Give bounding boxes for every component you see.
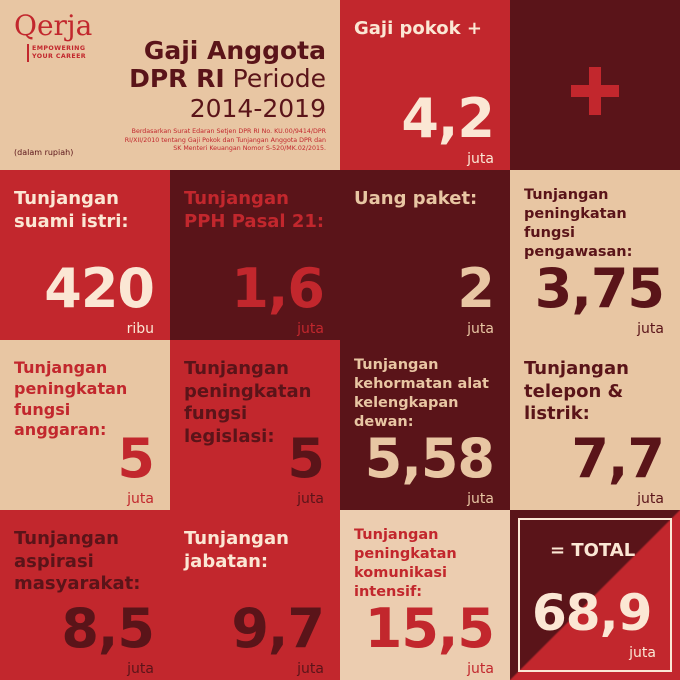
tagline-line-1: EMPOWERING — [32, 45, 86, 52]
tile-plus — [510, 0, 680, 170]
tile-uang-paket: Uang paket: 2 juta — [340, 170, 510, 340]
tile-unit: ribu — [126, 321, 154, 337]
tile-unit: juta — [127, 661, 154, 677]
tile-unit: juta — [127, 491, 154, 507]
tile-anggaran: Tunjangan peningkatan fungsi anggaran: 5… — [0, 340, 170, 510]
tile-value: 5 — [287, 427, 325, 490]
tile-komunikasi: Tunjangan peningkatan komunikasi intensi… — [340, 510, 510, 680]
tile-label: Uang paket: — [354, 188, 478, 209]
qerja-logo: Qerja — [14, 9, 93, 42]
tile-unit: juta — [467, 491, 494, 507]
tile-kehormatan: Tunjangan kehormatan alat kelengkapan de… — [340, 340, 510, 510]
title-line-1: Gaji Anggota — [143, 36, 326, 65]
total-value: 68,9 — [532, 584, 652, 642]
tile-value: 5 — [117, 427, 155, 490]
tile-label: Tunjangan suami istri: — [14, 188, 129, 232]
tile-value: 1,6 — [231, 257, 325, 320]
total-unit: juta — [629, 645, 656, 661]
tile-label: Tunjangan aspirasi masyarakat: — [14, 528, 141, 594]
total-label: = TOTAL — [550, 540, 636, 561]
total-frame — [518, 518, 672, 672]
tile-value: 5,58 — [364, 427, 495, 490]
tile-label: Tunjangan peningkatan fungsi anggaran: — [14, 358, 128, 440]
tile-unit: juta — [297, 321, 324, 337]
title-line-2: DPR RI Periode — [129, 66, 326, 91]
tile-pengawasan: Tunjangan peningkatan fungsi pengawasan:… — [510, 170, 680, 340]
tile-legislasi: Tunjangan peningkatan fungsi legislasi: … — [170, 340, 340, 510]
tile-unit: juta — [467, 661, 494, 677]
tile-value: 8,5 — [61, 597, 155, 660]
title-line-3: 2014-2019 — [189, 94, 326, 123]
tile-value: 2 — [457, 257, 495, 320]
total-diagonal-bg — [510, 510, 680, 680]
tile-label: Tunjangan peningkatan fungsi legislasi: — [184, 358, 312, 447]
tile-value: 15,5 — [364, 597, 495, 660]
tile-value: 3,75 — [534, 257, 665, 320]
tile-label: Gaji pokok + — [354, 18, 482, 39]
tile-label: Tunjangan peningkatan komunikasi intensi… — [354, 527, 457, 601]
tile-value: 9,7 — [231, 597, 325, 660]
logo-tagline: EMPOWERING YOUR CAREER — [32, 45, 112, 61]
tile-label: Tunjangan peningkatan fungsi pengawasan: — [524, 187, 633, 261]
tile-unit: juta — [637, 491, 664, 507]
tile-pph: Tunjangan PPH Pasal 21: 1,6 juta — [170, 170, 340, 340]
currency-note: (dalam rupiah) — [14, 148, 74, 157]
plus-icon — [571, 67, 619, 115]
tile-value: 420 — [44, 257, 155, 320]
title-dpr: DPR RI — [129, 64, 225, 93]
header-tile: Qerja EMPOWERING YOUR CAREER Gaji Anggot… — [0, 0, 340, 170]
tile-value: 4,2 — [401, 87, 495, 150]
tile-unit: juta — [467, 151, 494, 167]
tile-aspirasi: Tunjangan aspirasi masyarakat: 8,5 juta — [0, 510, 170, 680]
tile-unit: juta — [297, 491, 324, 507]
tile-value: 7,7 — [571, 427, 665, 490]
tile-telepon-listrik: Tunjangan telepon & listrik: 7,7 juta — [510, 340, 680, 510]
tile-label: Tunjangan kehormatan alat kelengkapan de… — [354, 357, 489, 431]
logo-divider — [27, 44, 29, 62]
tile-unit: juta — [297, 661, 324, 677]
tile-label: Tunjangan PPH Pasal 21: — [184, 188, 325, 232]
tile-unit: juta — [637, 321, 664, 337]
tile-total: = TOTAL 68,9 juta — [510, 510, 680, 680]
tile-gaji-pokok: Gaji pokok + 4,2 juta — [340, 0, 510, 170]
source-note: Berdasarkan Surat Edaran Setjen DPR RI N… — [124, 128, 326, 152]
tile-unit: juta — [467, 321, 494, 337]
tile-label: Tunjangan telepon & listrik: — [524, 358, 629, 424]
tile-jabatan: Tunjangan jabatan: 9,7 juta — [170, 510, 340, 680]
tile-suami-istri: Tunjangan suami istri: 420 ribu — [0, 170, 170, 340]
tile-label: Tunjangan jabatan: — [184, 528, 289, 572]
title-periode: Periode — [224, 64, 326, 93]
tagline-line-2: YOUR CAREER — [32, 52, 87, 60]
